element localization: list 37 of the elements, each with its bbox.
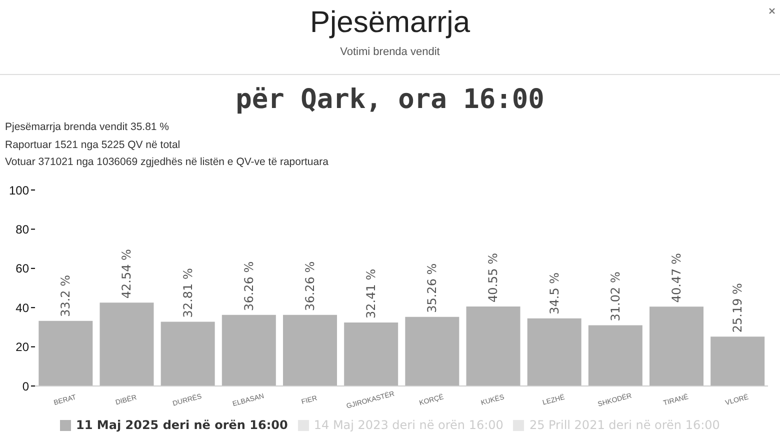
data-label: 33.2 % (58, 274, 73, 317)
data-label: 25.19 % (730, 283, 745, 333)
y-tick-label: 80 (16, 222, 30, 236)
bar (283, 314, 337, 386)
bar (588, 325, 642, 386)
data-label: 42.54 % (120, 249, 134, 299)
y-tick-label: 0 (22, 379, 30, 394)
bar (38, 320, 93, 386)
bar (100, 302, 154, 386)
bar (344, 322, 398, 386)
bar (160, 322, 215, 386)
y-tick-label: 100 (8, 183, 30, 198)
text: për Qark, ora 16:00 (234, 84, 546, 115)
chart-subtitle: Votimi brenda vendit (339, 46, 441, 58)
data-label: 32.41 % (364, 268, 378, 318)
chart-title: Pjesëmarrja (308, 6, 472, 40)
bar (222, 314, 276, 386)
legend-label: 11 Maj 2025 deri në orën 16:00 (75, 418, 288, 432)
data-label: 40.55 % (486, 252, 500, 303)
data-label: 36.26 % (303, 261, 317, 311)
bar (650, 306, 704, 386)
data-label: 40.47 % (670, 253, 684, 303)
data-label: 31.02 % (608, 272, 622, 322)
bar (405, 316, 460, 386)
y-tick-label: 40 (16, 300, 30, 315)
bar (710, 336, 765, 386)
text: Votuar 371021 nga 1036069 zgjedhës në listën e QV-ve të raportuara (5, 156, 328, 168)
data-label: 34.5 % (547, 272, 562, 314)
data-label: 36.26 % (242, 261, 256, 311)
text: Pjesëmarrja brenda vendit 35.81 % (5, 121, 170, 133)
y-tick-label: 20 (16, 340, 30, 354)
y-tick-label: 60 (16, 262, 30, 276)
bar (466, 306, 520, 386)
data-label: 35.26 % (425, 263, 440, 313)
data-label: 32.81 % (180, 268, 195, 318)
text: Raportuar 1521 nga 5225 QV në total (5, 138, 180, 150)
bar (527, 318, 582, 386)
